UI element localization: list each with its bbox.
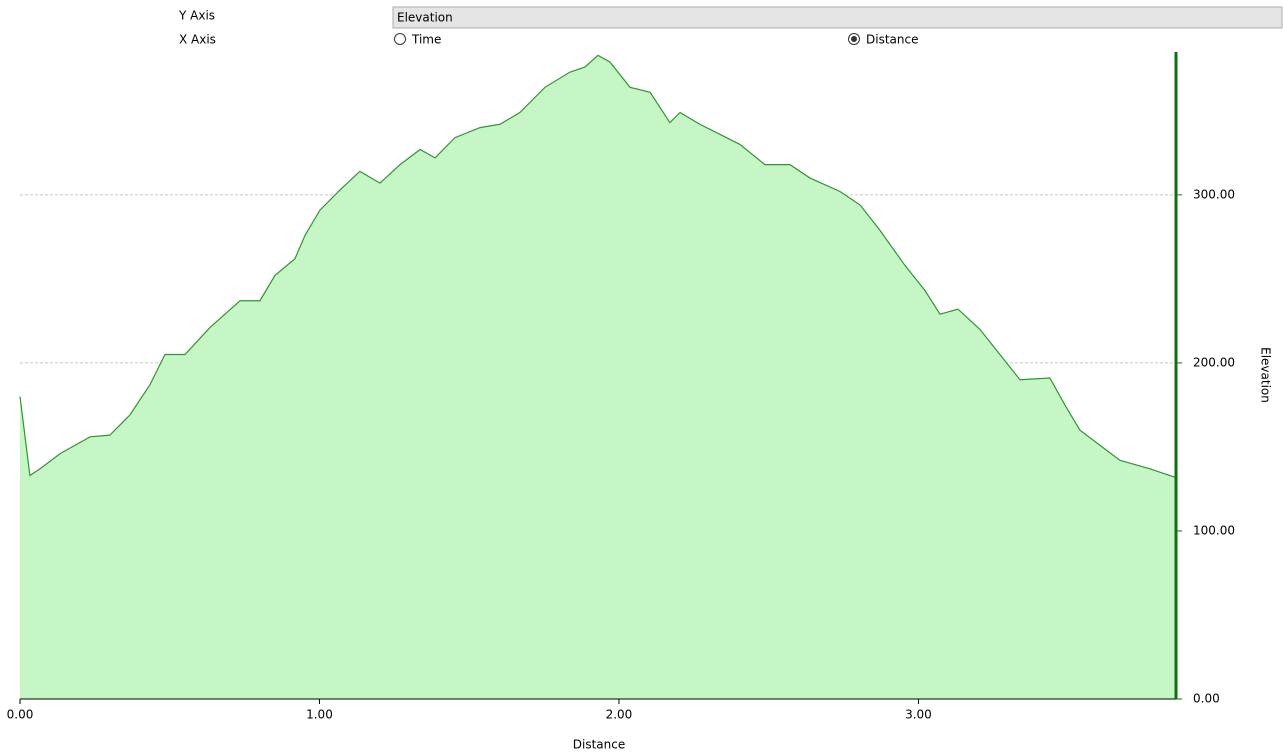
radio-button[interactable] <box>394 33 406 45</box>
x-axis-label: X Axis <box>179 33 216 47</box>
radio-label[interactable]: Time <box>411 33 441 47</box>
x-tick-label: 2.00 <box>606 708 633 722</box>
line <box>19 54 1175 478</box>
y-tick-label: 200.00 <box>1193 355 1235 369</box>
area <box>20 55 1175 700</box>
x-axis-title: Distance <box>573 738 625 752</box>
y-tick-label: 100.00 <box>1193 523 1235 537</box>
y-axis-title: Elevation <box>1259 347 1273 403</box>
y-axis-value[interactable]: Elevation <box>397 11 453 25</box>
x-tick-label: 0.00 <box>7 708 34 722</box>
y-axis-dropdown[interactable] <box>392 6 1283 29</box>
radio-dot[interactable] <box>851 36 857 42</box>
radio-label[interactable]: Distance <box>866 33 918 47</box>
y-tick-label: 0.00 <box>1193 692 1220 706</box>
y-axis-label: Y Axis <box>178 9 215 23</box>
y-tick-label: 300.00 <box>1193 187 1235 201</box>
x-tick-label: 1.00 <box>306 708 333 722</box>
x-tick-label: 3.00 <box>905 708 932 722</box>
